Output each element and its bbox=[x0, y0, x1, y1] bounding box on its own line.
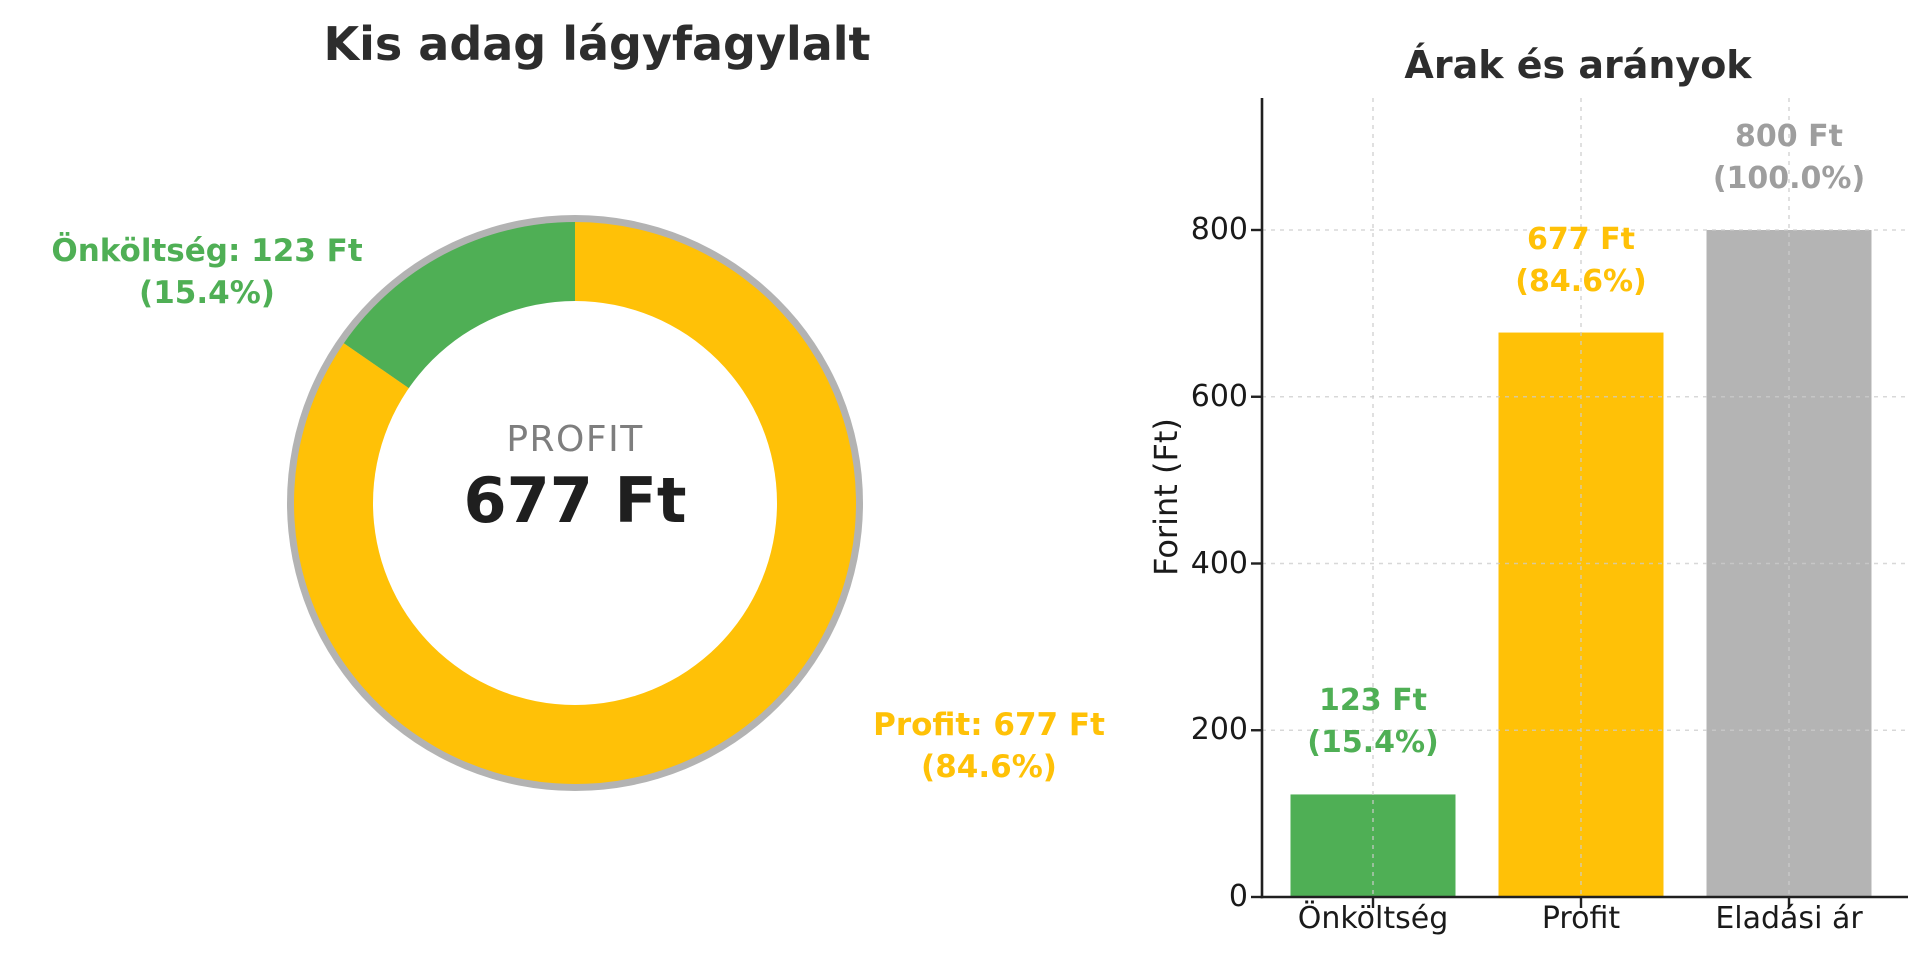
donut-center-value: 677 Ft bbox=[463, 464, 687, 537]
donut-center-label: PROFIT bbox=[506, 419, 644, 460]
y-tick-label-600: 600 bbox=[1190, 379, 1248, 414]
y-tick-label-800: 800 bbox=[1190, 212, 1248, 247]
bar-label-onkoltseg-line1: 123 Ft bbox=[1319, 683, 1427, 718]
y-tick-label-0: 0 bbox=[1228, 879, 1248, 914]
y-tick-label-400: 400 bbox=[1190, 546, 1248, 581]
bar-label-profit-line2: (84.6%) bbox=[1515, 264, 1647, 299]
donut-callout-onkoltseg: Önköltség: 123 Ft (15.4%) bbox=[51, 230, 362, 314]
bar-chart-title: Árak és arányok bbox=[1404, 43, 1752, 87]
donut-callout-onkoltseg-line1: Önköltség: 123 Ft bbox=[51, 233, 363, 269]
donut-chart-title: Kis adag lágyfagylalt bbox=[323, 17, 871, 71]
x-tick-label-onkoltseg: Önköltség bbox=[1297, 901, 1449, 936]
bar-label-eladasiar-line1: 800 Ft bbox=[1735, 119, 1843, 154]
donut-callout-profit-line2: (84.6%) bbox=[921, 749, 1057, 785]
donut-callout-profit: Profit: 677 Ft (84.6%) bbox=[873, 704, 1105, 788]
x-tick-label-profit: Profit bbox=[1541, 901, 1621, 936]
bar-label-eladasiar: 800 Ft (100.0%) bbox=[1713, 116, 1865, 200]
donut-callout-onkoltseg-line2: (15.4%) bbox=[139, 275, 275, 311]
x-tick-label-eladasiar: Eladási ár bbox=[1715, 901, 1863, 936]
donut-hole bbox=[373, 301, 777, 705]
donut-callout-profit-line1: Profit: 677 Ft bbox=[873, 707, 1105, 743]
bar-label-onkoltseg-line2: (15.4%) bbox=[1307, 725, 1439, 760]
bar-label-profit: 677 Ft (84.6%) bbox=[1515, 219, 1647, 303]
bar-label-onkoltseg: 123 Ft (15.4%) bbox=[1307, 680, 1439, 764]
y-tick-label-200: 200 bbox=[1190, 712, 1248, 747]
bar-label-eladasiar-line2: (100.0%) bbox=[1712, 161, 1866, 196]
bar-label-profit-line1: 677 Ft bbox=[1527, 222, 1635, 257]
